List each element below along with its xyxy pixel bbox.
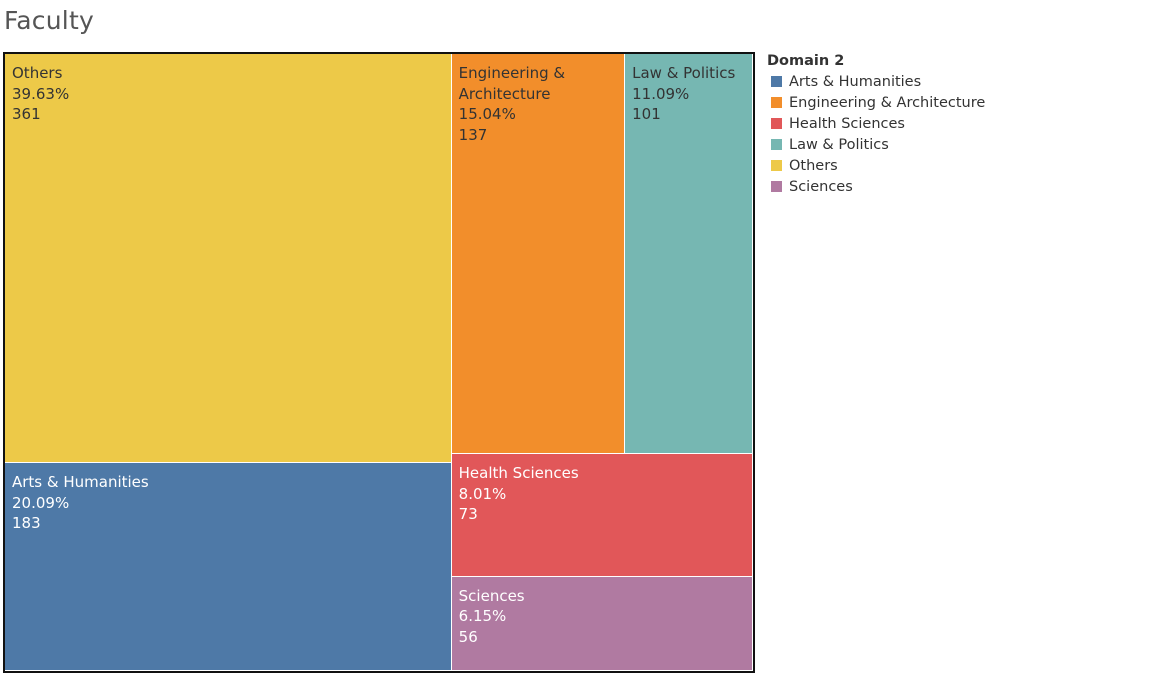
treemap-tile-arts-humanities[interactable]: Arts & Humanities 20.09% 183 (5, 463, 452, 671)
legend-swatch (771, 76, 782, 87)
treemap-tile-sciences[interactable]: Sciences 6.15% 56 (451, 576, 753, 671)
legend-item-engineering-architecture[interactable]: Engineering & Architecture (767, 92, 985, 113)
legend-swatch (771, 118, 782, 129)
tile-name-label: Sciences (458, 586, 525, 605)
treemap-tile-others[interactable]: Others 39.63% 361 (5, 54, 452, 464)
tile-count-label: 137 (458, 125, 488, 144)
legend-title: Domain 2 (767, 53, 845, 69)
legend-item-others[interactable]: Others (767, 155, 985, 176)
tile-count-label: 56 (458, 627, 478, 646)
chart-title: Faculty (4, 6, 94, 35)
legend-swatch (771, 97, 782, 108)
legend-item-law-politics[interactable]: Law & Politics (767, 134, 985, 155)
legend-swatch (771, 139, 782, 150)
legend-item-sciences[interactable]: Sciences (767, 176, 985, 197)
tile-name-label: Health Sciences (458, 464, 579, 483)
legend-label: Arts & Humanities (789, 73, 922, 90)
legend: Domain 2 Arts & Humanities Engineering &… (767, 53, 985, 197)
legend-label: Law & Politics (789, 136, 889, 153)
treemap-tile-law-politics[interactable]: Law & Politics 11.09% 101 (625, 54, 753, 455)
legend-swatch (771, 160, 782, 171)
tile-name-label: Law & Politics (632, 64, 736, 82)
tile-percent-label: 39.63% (12, 84, 70, 103)
tile-name-label: Engineering & (458, 64, 566, 82)
tile-count-label: 361 (12, 105, 41, 123)
tile-percent-label: 15.04% (458, 105, 516, 123)
tile-name-label: Others (12, 64, 63, 82)
tile-count-label: 101 (632, 105, 661, 123)
treemap-tile-health-sciences[interactable]: Health Sciences 8.01% 73 (451, 454, 753, 577)
treemap-plot-area[interactable]: Others 39.63% 361 Engineering & Architecture… (3, 52, 755, 673)
legend-swatch (771, 181, 782, 192)
tile-percent-label: 20.09% (12, 493, 70, 512)
tile-count-label: 73 (458, 505, 478, 524)
legend-label: Others (789, 157, 838, 174)
legend-item-arts-humanities[interactable]: Arts & Humanities (767, 71, 985, 92)
legend-label: Health Sciences (789, 115, 905, 132)
legend-item-health-sciences[interactable]: Health Sciences (767, 113, 985, 134)
treemap-tile-engineering-architecture[interactable]: Engineering & Architecture 15.04% 137 (451, 54, 626, 455)
tile-name-label: Architecture (458, 84, 551, 103)
tile-percent-label: 6.15% (458, 607, 507, 626)
tile-percent-label: 8.01% (458, 484, 507, 503)
tile-percent-label: 11.09% (632, 84, 690, 103)
legend-label: Engineering & Architecture (789, 94, 986, 111)
legend-label: Sciences (789, 178, 853, 195)
tile-name-label: Arts & Humanities (12, 473, 149, 492)
tile-count-label: 183 (12, 514, 41, 533)
